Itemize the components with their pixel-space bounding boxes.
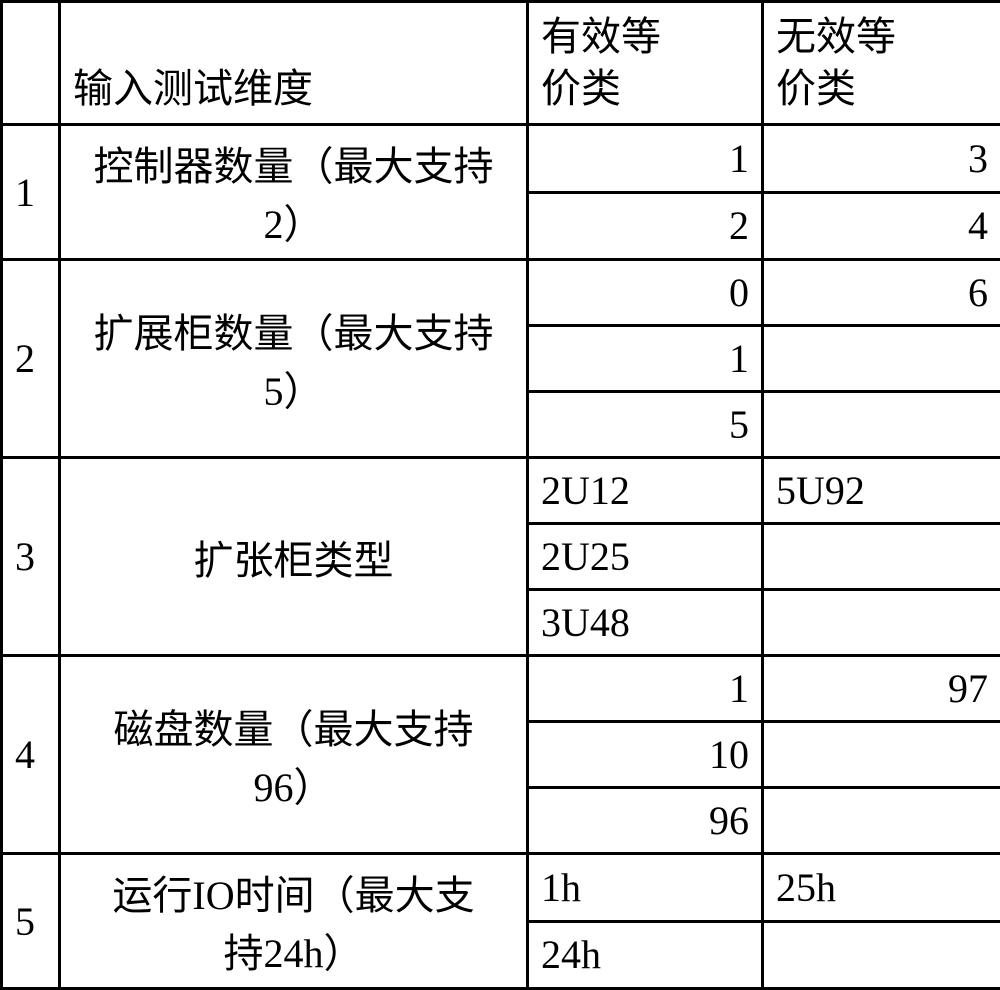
header-index [2,2,60,125]
valid-cell: 1 [528,326,763,392]
valid-cell: 96 [528,788,763,854]
invalid-cell: 6 [763,260,1000,326]
invalid-cell: 3 [763,125,1000,193]
invalid-cell [763,590,1000,656]
row-index: 5 [2,854,60,989]
table-row: 4 磁盘数量（最大支持96） 1 97 [2,656,1000,722]
table-header-row: 输入测试维度 有效等价类 无效等价类 [2,2,1000,125]
valid-cell: 1 [528,125,763,193]
row-index: 1 [2,125,60,260]
invalid-cell [763,392,1000,458]
row-dimension: 扩展柜数量（最大支持5） [60,260,528,458]
valid-cell: 1h [528,854,763,922]
invalid-cell [763,722,1000,788]
valid-cell: 2 [528,192,763,260]
row-dimension: 磁盘数量（最大支持96） [60,656,528,854]
row-dimension: 扩张柜类型 [60,458,528,656]
invalid-cell: 5U92 [763,458,1000,524]
valid-cell: 1 [528,656,763,722]
table-row: 3 扩张柜类型 2U12 5U92 [2,458,1000,524]
row-dimension: 控制器数量（最大支持2） [60,125,528,260]
header-dimension: 输入测试维度 [60,2,528,125]
valid-cell: 2U12 [528,458,763,524]
row-index: 4 [2,656,60,854]
header-valid: 有效等价类 [528,2,763,125]
invalid-cell: 4 [763,192,1000,260]
table-row: 5 运行IO时间（最大支持24h） 1h 25h [2,854,1000,922]
table-row: 2 扩展柜数量（最大支持5） 0 6 [2,260,1000,326]
header-invalid: 无效等价类 [763,2,1000,125]
equivalence-class-table: 输入测试维度 有效等价类 无效等价类 1 控制器数量（最大支持2） 1 3 2 … [0,0,1000,990]
valid-cell: 24h [528,921,763,989]
invalid-cell [763,524,1000,590]
invalid-cell: 25h [763,854,1000,922]
table-row: 1 控制器数量（最大支持2） 1 3 [2,125,1000,193]
valid-cell: 0 [528,260,763,326]
valid-cell: 5 [528,392,763,458]
invalid-cell [763,921,1000,989]
invalid-cell [763,788,1000,854]
row-index: 2 [2,260,60,458]
valid-cell: 10 [528,722,763,788]
valid-cell: 3U48 [528,590,763,656]
invalid-cell [763,326,1000,392]
row-dimension: 运行IO时间（最大支持24h） [60,854,528,989]
invalid-cell: 97 [763,656,1000,722]
row-index: 3 [2,458,60,656]
valid-cell: 2U25 [528,524,763,590]
